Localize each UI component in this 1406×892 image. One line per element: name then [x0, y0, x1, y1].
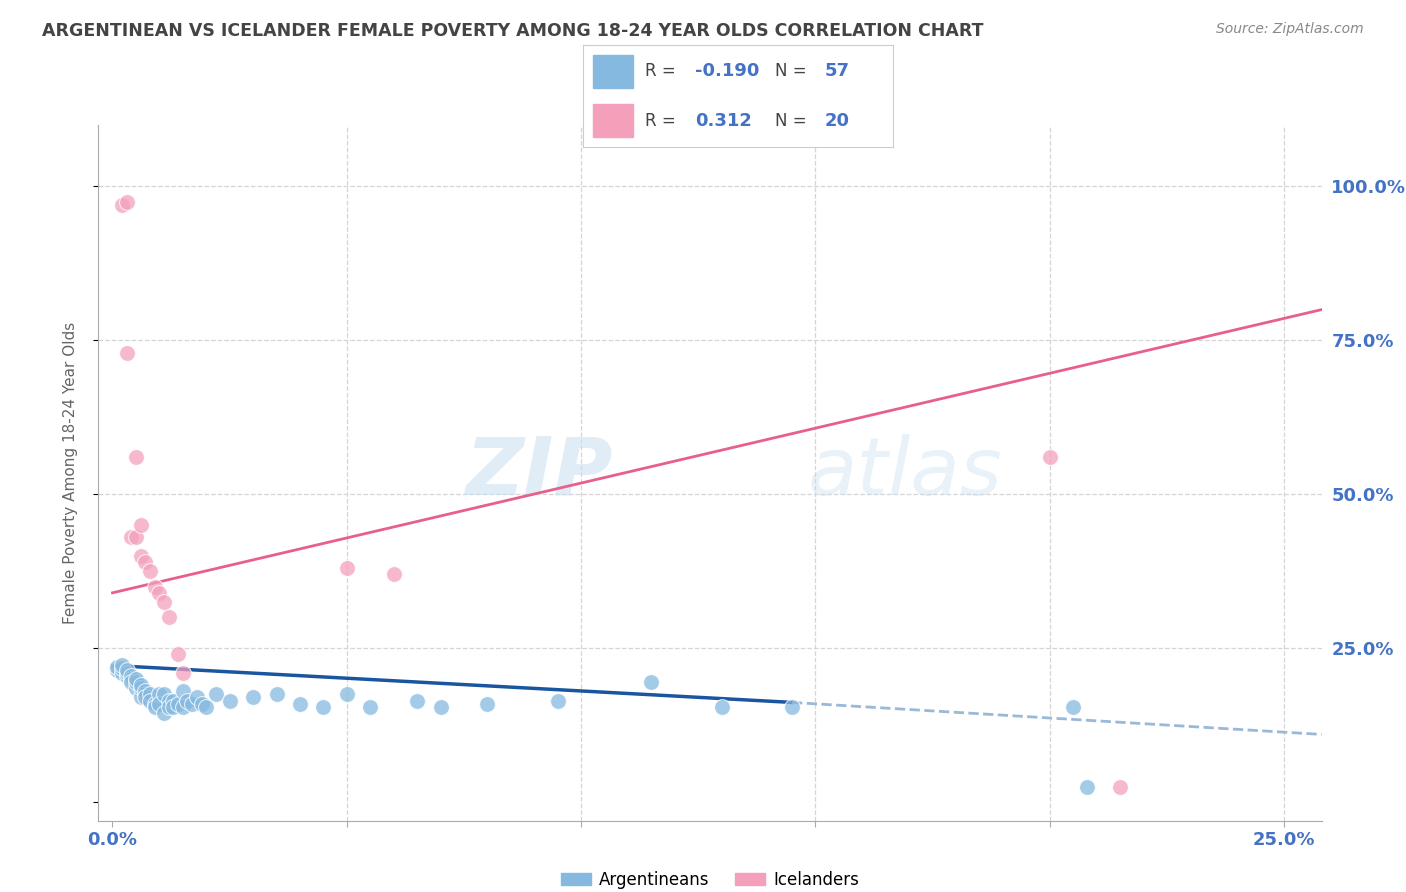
Point [115, 345, 138, 359]
Point [134, 555, 156, 569]
Point [125, 530, 148, 544]
Point [195, 699, 218, 714]
Point [157, 610, 180, 624]
Point [125, 681, 148, 696]
Point [143, 699, 166, 714]
Point [148, 687, 170, 701]
Point [157, 699, 180, 714]
Point [143, 580, 166, 594]
Point [1076, 780, 1098, 794]
Point [129, 678, 152, 692]
Point [115, 665, 138, 680]
Point [477, 697, 499, 711]
Point [148, 697, 170, 711]
Point [167, 648, 190, 662]
Point [172, 699, 194, 714]
Text: R =: R = [645, 112, 682, 129]
Point [129, 681, 152, 696]
Point [640, 675, 662, 690]
Point [111, 198, 134, 212]
Point [172, 684, 194, 698]
Point [139, 564, 162, 578]
Point [359, 699, 381, 714]
Point [148, 586, 170, 600]
Point [312, 699, 335, 714]
Point [406, 693, 429, 707]
Point [176, 693, 198, 707]
Point [190, 697, 212, 711]
Point [153, 706, 176, 720]
Point [288, 697, 311, 711]
Point [139, 687, 162, 701]
Point [125, 675, 148, 690]
Point [167, 697, 190, 711]
Point [111, 661, 134, 675]
Text: -0.190: -0.190 [695, 62, 759, 80]
Text: ZIP: ZIP [465, 434, 612, 512]
Point [120, 675, 142, 690]
Point [153, 687, 176, 701]
Point [242, 690, 264, 705]
Text: atlas: atlas [808, 434, 1002, 512]
Point [710, 699, 733, 714]
Point [125, 672, 148, 686]
Point [143, 697, 166, 711]
Text: R =: R = [645, 62, 682, 80]
Point [139, 693, 162, 707]
Point [1039, 450, 1062, 465]
Point [153, 595, 176, 609]
Text: Source: ZipAtlas.com: Source: ZipAtlas.com [1216, 22, 1364, 37]
Point [115, 194, 138, 209]
Point [186, 690, 208, 705]
Point [204, 687, 226, 701]
Point [120, 669, 142, 683]
Point [134, 684, 156, 698]
Point [120, 530, 142, 544]
Y-axis label: Female Poverty Among 18-24 Year Olds: Female Poverty Among 18-24 Year Olds [63, 322, 77, 624]
Point [162, 699, 184, 714]
Point [111, 658, 134, 673]
Point [115, 663, 138, 677]
Point [115, 669, 138, 683]
Legend: Argentineans, Icelanders: Argentineans, Icelanders [554, 864, 866, 892]
Point [111, 665, 134, 680]
Point [129, 690, 152, 705]
Point [172, 665, 194, 680]
Point [129, 518, 152, 533]
Bar [593, 55, 633, 87]
Text: ARGENTINEAN VS ICELANDER FEMALE POVERTY AMONG 18-24 YEAR OLDS CORRELATION CHART: ARGENTINEAN VS ICELANDER FEMALE POVERTY … [42, 22, 984, 40]
Bar [593, 104, 633, 137]
Point [336, 561, 359, 575]
Text: 0.312: 0.312 [695, 112, 752, 129]
Point [218, 693, 240, 707]
Point [105, 663, 128, 677]
Point [120, 672, 142, 686]
Text: N =: N = [775, 112, 813, 129]
Point [382, 567, 405, 582]
Point [547, 693, 569, 707]
Point [162, 693, 184, 707]
Point [134, 690, 156, 705]
Point [336, 687, 359, 701]
Point [129, 549, 152, 563]
Text: 20: 20 [825, 112, 849, 129]
Point [105, 659, 128, 673]
Point [157, 693, 180, 707]
Point [780, 699, 803, 714]
Point [125, 450, 148, 465]
Text: N =: N = [775, 62, 813, 80]
Point [266, 687, 288, 701]
Point [134, 687, 156, 701]
Point [1062, 699, 1084, 714]
Point [181, 697, 204, 711]
Point [1109, 780, 1132, 794]
Point [429, 699, 451, 714]
Text: 57: 57 [825, 62, 849, 80]
